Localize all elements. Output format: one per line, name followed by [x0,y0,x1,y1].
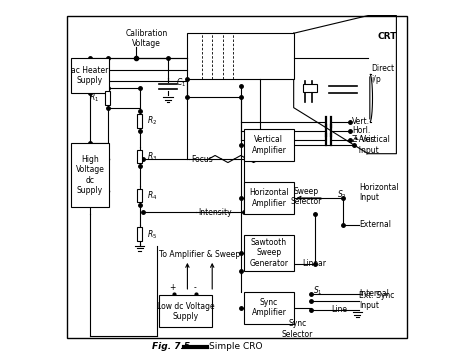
Text: Ext. Sync
Input: Ext. Sync Input [359,291,394,310]
Text: Vertical
Amplifier: Vertical Amplifier [251,135,286,155]
Bar [105,91,110,105]
Text: Horizontal
Input: Horizontal Input [359,183,399,202]
FancyBboxPatch shape [71,143,109,207]
Text: +: + [169,283,175,292]
Text: Sync
Selector: Sync Selector [282,320,313,339]
Text: • Vertical
  Input: • Vertical Input [354,135,390,155]
FancyBboxPatch shape [244,182,294,214]
Bar [137,188,142,202]
Text: Focus: Focus [191,155,213,164]
Text: $S_1$: $S_1$ [313,285,323,297]
Text: Horizontal
Amplifier: Horizontal Amplifier [249,188,289,208]
FancyBboxPatch shape [71,58,109,94]
Text: Sync
Amplifier: Sync Amplifier [251,298,286,317]
Text: Calibration
Voltage: Calibration Voltage [126,29,168,48]
Text: $R_3$: $R_3$ [147,150,158,162]
FancyBboxPatch shape [67,16,407,338]
Bar [137,114,142,128]
Text: Z-Axis: Z-Axis [352,135,376,144]
FancyBboxPatch shape [244,129,294,161]
Text: Internal: Internal [359,289,389,298]
Text: Intensity: Intensity [198,208,232,217]
FancyBboxPatch shape [244,235,294,271]
Text: CRT: CRT [378,32,397,41]
Text: -: - [194,283,197,292]
Text: Direct
i/p: Direct i/p [372,64,395,84]
FancyBboxPatch shape [244,292,294,324]
Text: High
Voltage
dc
Supply: High Voltage dc Supply [75,155,104,195]
Text: Linear: Linear [302,259,327,268]
Text: Vert.: Vert. [352,117,370,126]
Text: ac Heater
Supply: ac Heater Supply [71,66,109,85]
Bar [137,150,142,163]
Text: Sweep
Selector: Sweep Selector [291,186,322,206]
FancyBboxPatch shape [159,295,212,327]
Bar [137,227,142,241]
Text: Line: Line [332,305,348,314]
Text: $R_5$: $R_5$ [147,228,157,241]
Text: Simple CRO: Simple CRO [209,342,262,351]
Text: $S_2$: $S_2$ [337,188,346,201]
Bar [187,33,294,79]
Text: $R_1$: $R_1$ [89,92,99,104]
Text: Low dc Voltage
Supply: Low dc Voltage Supply [157,302,214,321]
Text: $R_4$: $R_4$ [147,189,158,202]
Text: $R_2$: $R_2$ [147,115,157,127]
Text: Horl.: Horl. [352,126,370,135]
Text: External: External [359,220,391,229]
Text: $C_1$: $C_1$ [176,77,186,89]
Text: To Amplifier & Sweep: To Amplifier & Sweep [159,250,240,259]
Bar [302,84,317,92]
Text: Fig. 7.5: Fig. 7.5 [152,342,190,351]
Text: Sawtooth
Sweep
Generator: Sawtooth Sweep Generator [249,238,288,268]
